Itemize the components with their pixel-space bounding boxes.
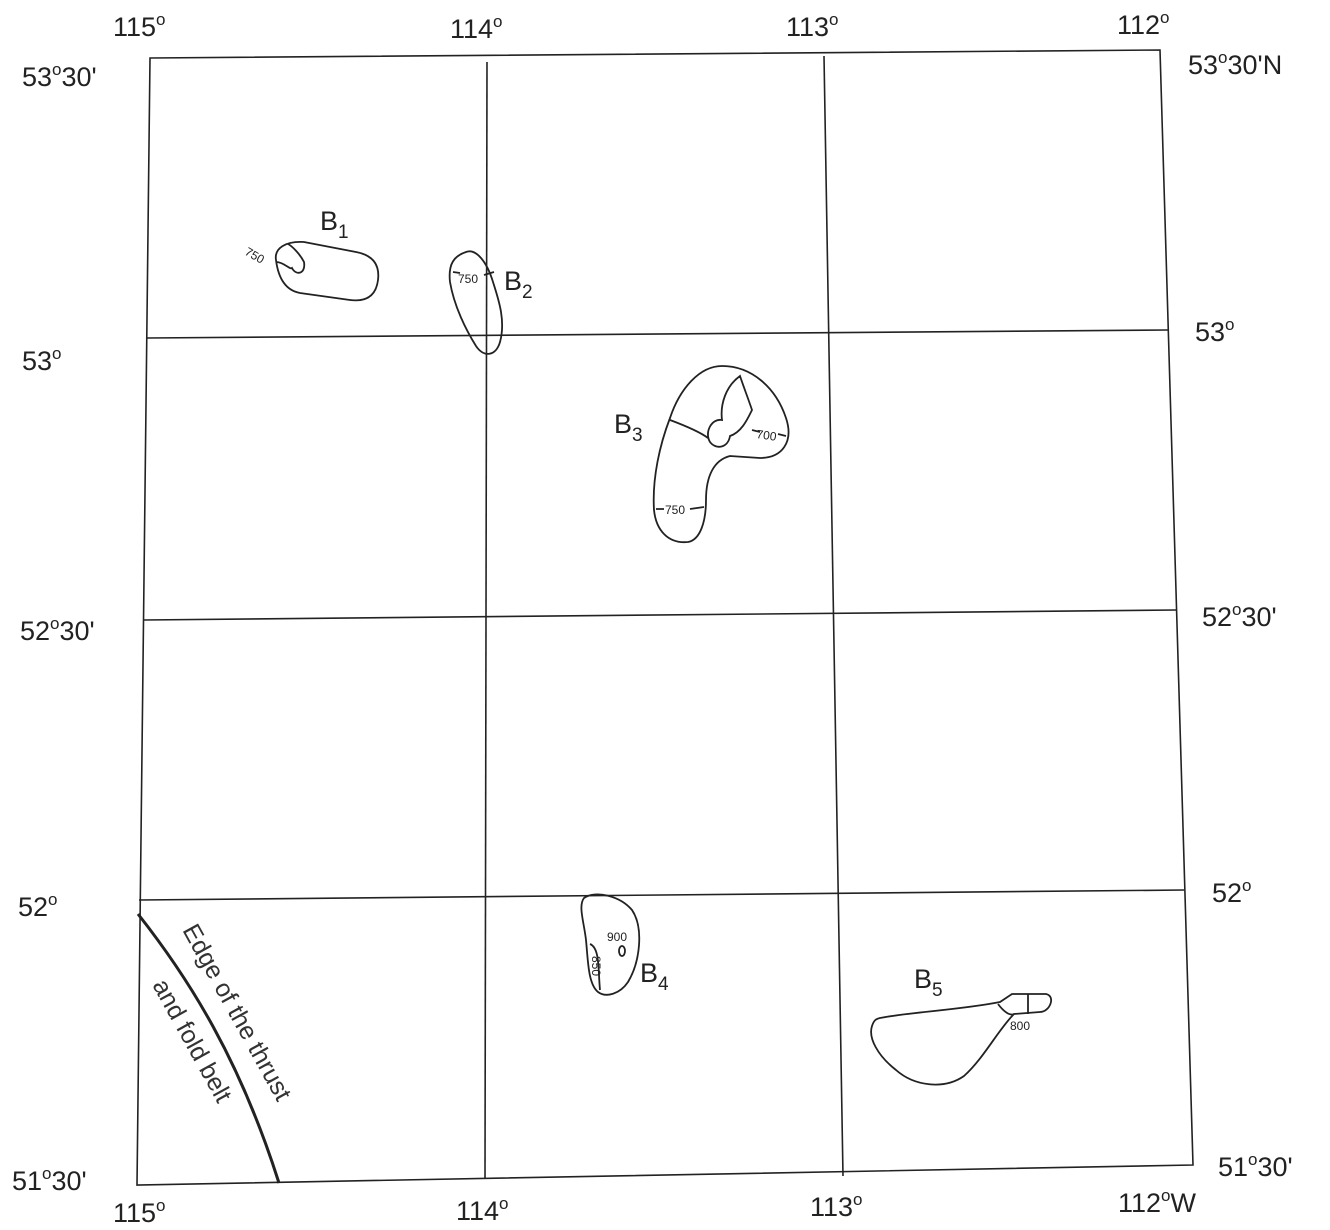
meridian-113 (823, 55, 844, 1177)
lon-label-114-top: 114o (450, 12, 503, 44)
basin-b2-contour (452, 271, 495, 276)
basin-b5: 800 B5 (870, 964, 1053, 1086)
parallel-52 (138, 889, 1185, 901)
basin-b3: 700 750 B3 (614, 365, 790, 543)
basin-b2-outline (448, 250, 504, 355)
basin-b4: 900 850 B4 (580, 893, 669, 996)
map-frame (136, 49, 1194, 1186)
map-grid (136, 49, 1194, 1186)
contour-label-b4-850: 850 (589, 956, 603, 976)
basin-label-b1: B1 (320, 206, 349, 243)
lat-label-52-30-right: 52o30' (1202, 600, 1277, 632)
lon-label-112-top: 112o (1117, 8, 1170, 40)
basin-b3-contour-750-ticks (656, 506, 705, 510)
basin-b3-contour-700-ticks (751, 429, 787, 437)
basin-b3-contour-divider (669, 419, 709, 439)
contour-label-b1-750: 750 (243, 244, 268, 266)
lon-label-112-bottom: 112oW (1118, 1186, 1197, 1218)
basin-b5-contour (997, 994, 1029, 1016)
lon-label-114-bottom: 114o (456, 1194, 509, 1226)
lat-label-52-30-left: 52o30' (20, 614, 95, 646)
lat-labels-left: 53o30' 53o 52o30' 52o 51o30' (12, 60, 97, 1196)
basin-b1-contour (275, 243, 306, 274)
lat-label-53-right: 53o (1195, 315, 1235, 347)
basin-label-b3: B3 (614, 409, 643, 446)
thrust-belt-edge: Edge of the thrust and fold belt (136, 913, 297, 1184)
thrust-belt-edge-line (136, 913, 281, 1184)
parallel-53 (146, 329, 1169, 339)
lon-label-113-top: 113o (786, 10, 839, 42)
lon-labels-bottom: 115o 114o 113o 112oW (113, 1186, 1197, 1228)
lat-label-53-30-right: 53o30'N (1188, 48, 1282, 80)
lat-labels-right: 53o30'N 53o 52o30' 52o 51o30' (1188, 48, 1293, 1182)
contour-label-b2-750: 750 (458, 272, 478, 286)
contour-label-b3-750: 750 (665, 503, 685, 517)
parallel-52-30 (142, 609, 1177, 621)
lon-label-115-bottom: 115o (113, 1196, 166, 1228)
lat-label-51-30-right: 51o30' (1218, 1150, 1293, 1182)
basin-b4-contour-900 (618, 945, 626, 957)
basin-b1-outline (274, 241, 380, 302)
contour-label-b4-900: 900 (607, 930, 627, 944)
basin-b2: 750 B2 (448, 250, 533, 355)
lon-labels-top: 115o 114o 113o 112o (113, 8, 1170, 44)
basin-b5-outline (870, 993, 1053, 1086)
basin-b3-outline (652, 365, 790, 543)
edge-label-line1: Edge of the thrust (177, 919, 297, 1105)
meridian-114 (484, 61, 488, 1179)
basin-b1: 750 B1 (243, 206, 380, 302)
lat-label-52-right: 52o (1212, 876, 1252, 908)
basin-b3-contour-700 (707, 374, 753, 448)
lat-label-52-left: 52o (18, 890, 58, 922)
basin-b4-outline (580, 893, 641, 996)
basin-b4-contour-850 (589, 943, 601, 991)
lat-label-51-30-left: 51o30' (12, 1164, 87, 1196)
basin-label-b4: B4 (640, 958, 669, 995)
lon-label-115-top: 115o (113, 10, 166, 42)
basin-label-b5: B5 (914, 964, 943, 1001)
contour-label-b3-700: 700 (756, 427, 778, 444)
contour-label-b5-800: 800 (1010, 1019, 1030, 1033)
basin-label-b2: B2 (504, 266, 533, 303)
lon-label-113-bottom: 113o (810, 1190, 863, 1222)
lat-label-53-left: 53o (22, 344, 62, 376)
lat-label-53-30-left: 53o30' (22, 60, 97, 92)
